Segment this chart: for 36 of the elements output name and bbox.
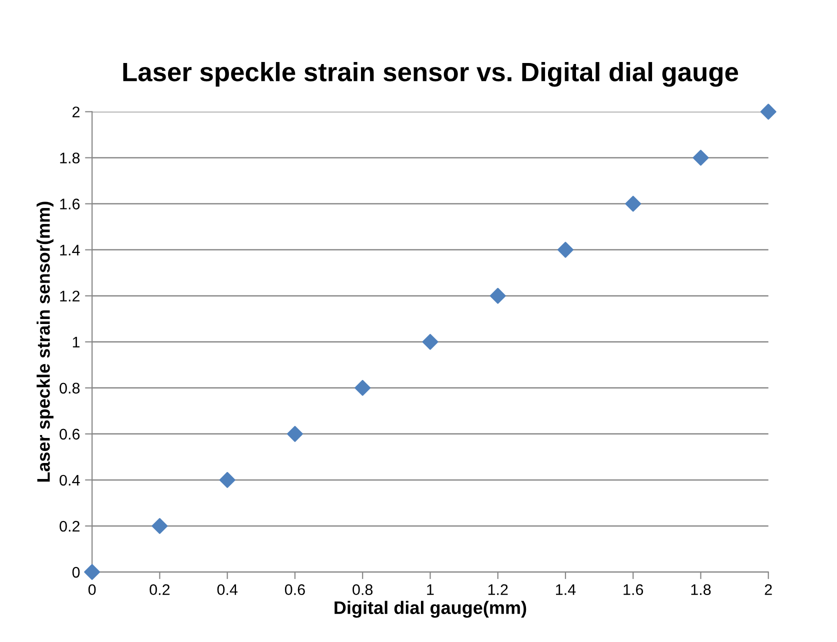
- point: [286, 426, 303, 442]
- y-tick-label: 1: [72, 336, 80, 348]
- point: [625, 196, 642, 212]
- y-tick-label: 0.2: [60, 520, 80, 532]
- y-tick-label: 1.2: [60, 290, 80, 302]
- point: [422, 334, 438, 350]
- y-axis-title: Laser speckle strain sensor(mm): [36, 202, 54, 482]
- y-tick-label: 1.8: [60, 152, 80, 164]
- x-tick-label: 0.8: [352, 584, 373, 596]
- y-tick-label: 1.4: [60, 244, 80, 256]
- point: [219, 472, 236, 488]
- x-tick-label: 0: [88, 584, 96, 596]
- point: [354, 380, 371, 396]
- point: [760, 104, 776, 120]
- point: [692, 150, 709, 166]
- y-tick-label: 2: [72, 106, 80, 118]
- y-tick-label: 0.6: [60, 428, 80, 440]
- y-tick-label: 0: [72, 566, 80, 578]
- x-tick-label: 0.2: [150, 584, 170, 596]
- x-tick-label: 1.6: [624, 584, 644, 596]
- x-tick-label: 1.4: [556, 584, 576, 595]
- y-tick-label: 0.4: [60, 474, 80, 486]
- point: [558, 242, 574, 258]
- x-tick-label: 2: [764, 584, 772, 595]
- point: [152, 518, 168, 534]
- x-tick-label: 0.4: [217, 584, 238, 596]
- x-tick-label: 1.2: [488, 584, 508, 595]
- x-axis-title: Digital dial gauge(mm): [334, 600, 526, 618]
- point: [84, 564, 100, 580]
- y-tick-label: 1.6: [60, 198, 80, 210]
- x-tick-label: 0.6: [284, 584, 305, 596]
- y-tick-label: 0.8: [60, 382, 80, 394]
- x-tick-label: 1.8: [691, 584, 711, 596]
- point: [490, 288, 506, 304]
- chart-title: Laser speckle strain sensor vs. Digital dial gauge: [123, 62, 738, 87]
- x-tick-label: 1: [427, 584, 434, 595]
